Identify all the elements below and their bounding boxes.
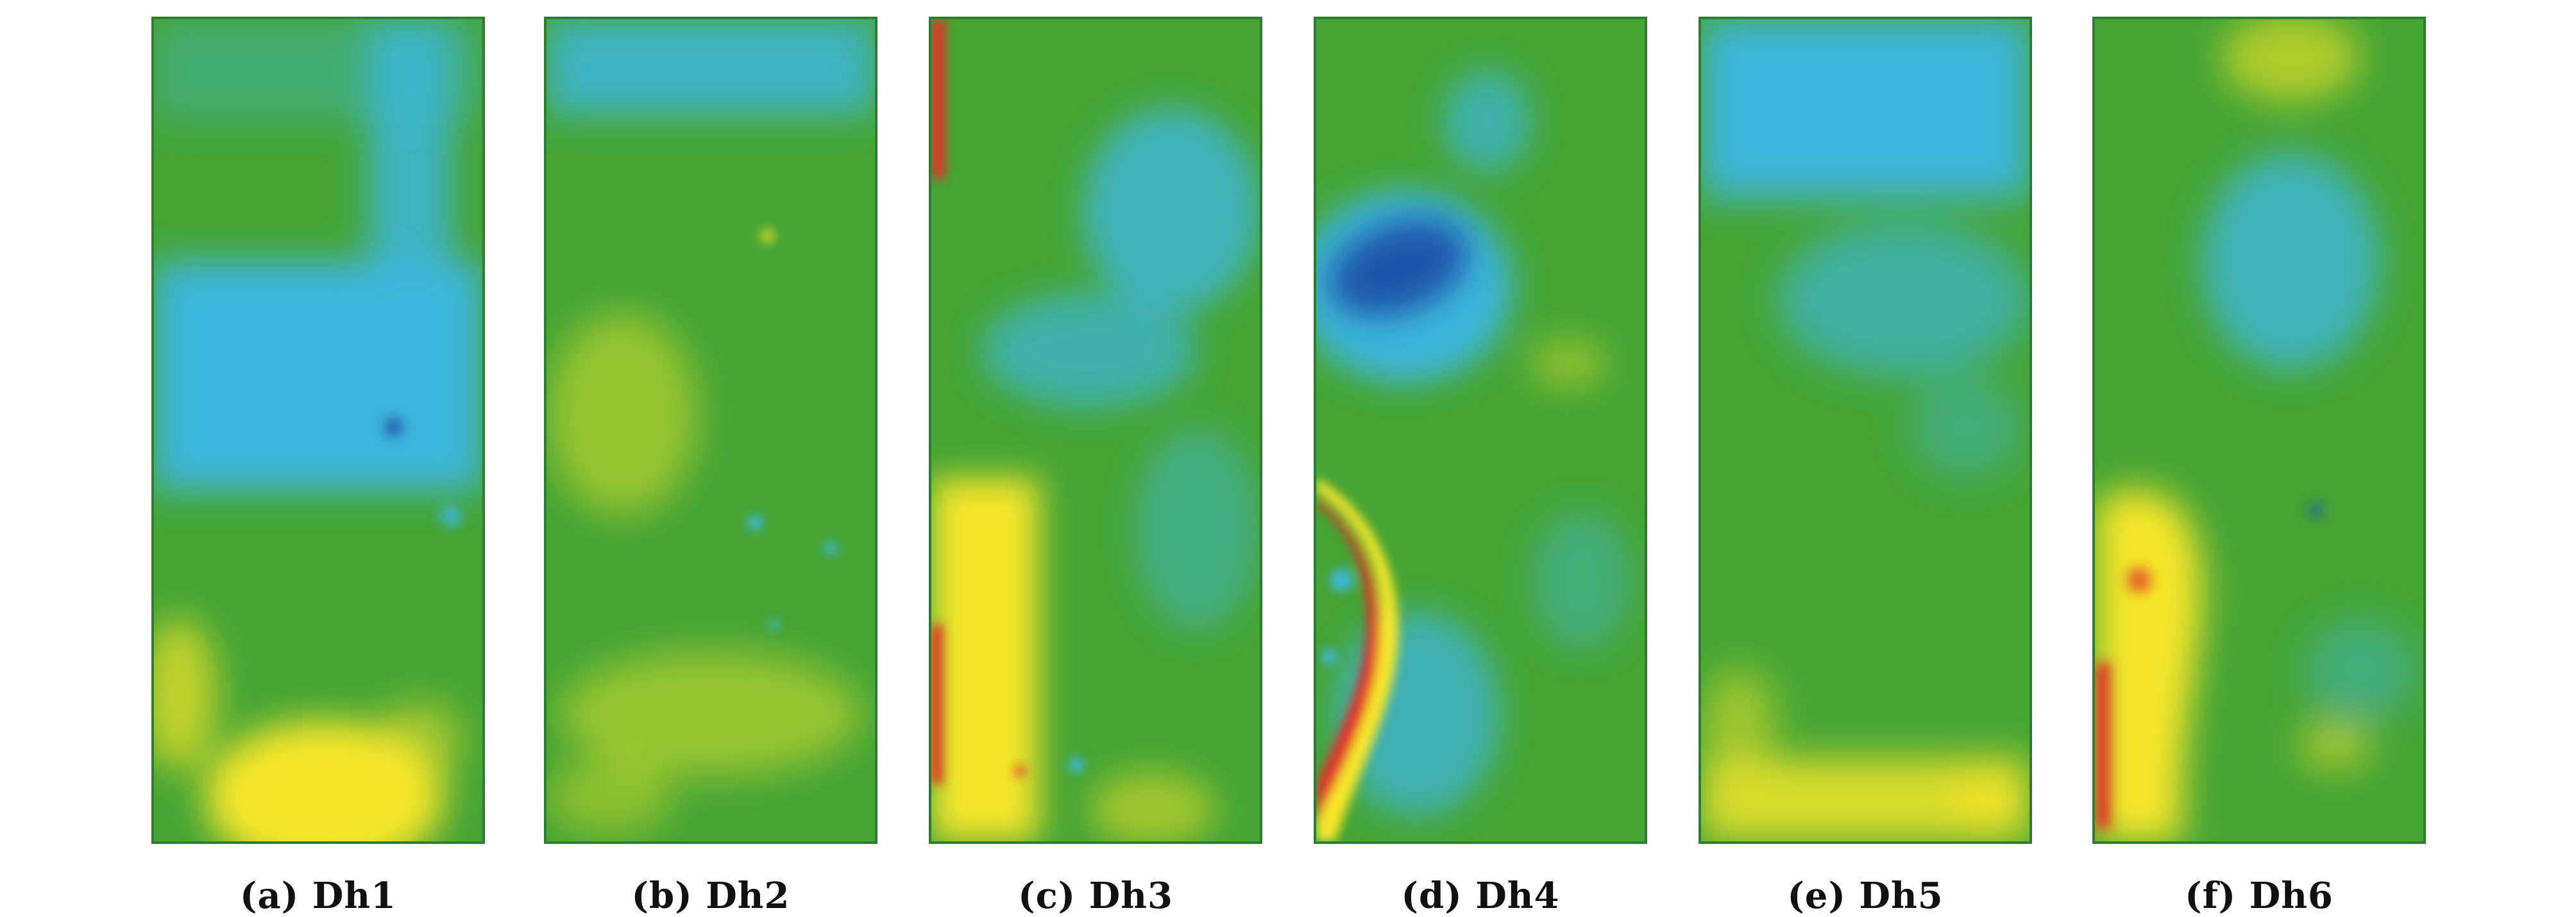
panel-f: (f) Dh6 <box>2092 17 2426 917</box>
heatmap-e <box>1699 17 2032 844</box>
panel-d: (d) Dh4 <box>1314 17 1647 917</box>
heatmap-a <box>151 17 485 844</box>
panel-c: (c) Dh3 <box>929 17 1262 917</box>
heatmap-c <box>929 17 1262 844</box>
panel-e: (e) Dh5 <box>1699 17 2032 917</box>
caption-c: (c) Dh3 <box>1018 875 1173 917</box>
caption-f: (f) Dh6 <box>2185 875 2334 917</box>
caption-e: (e) Dh5 <box>1787 875 1944 917</box>
heatmap-b <box>544 17 877 844</box>
panel-b: (b) Dh2 <box>544 17 877 917</box>
panel-a: (a) Dh1 <box>151 17 485 917</box>
caption-a: (a) Dh1 <box>239 875 396 917</box>
caption-d: (d) Dh4 <box>1401 875 1560 917</box>
heatmap-f <box>2092 17 2426 844</box>
caption-b: (b) Dh2 <box>631 875 790 917</box>
heatmap-d <box>1314 17 1647 844</box>
